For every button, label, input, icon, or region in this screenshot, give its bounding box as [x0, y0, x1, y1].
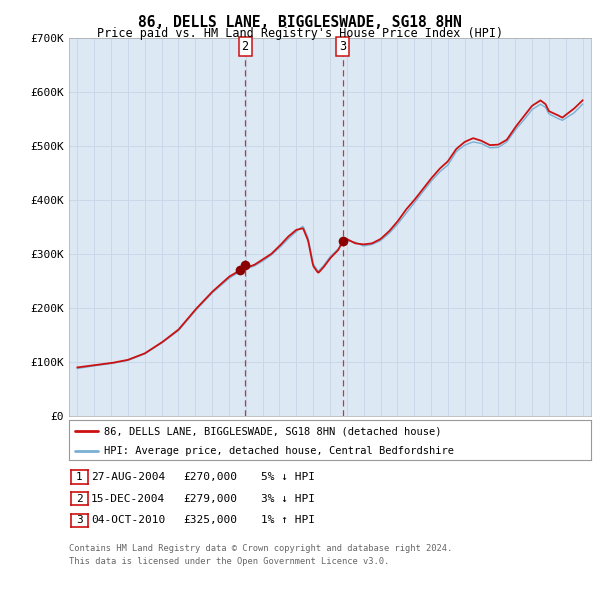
Text: 86, DELLS LANE, BIGGLESWADE, SG18 8HN: 86, DELLS LANE, BIGGLESWADE, SG18 8HN: [138, 15, 462, 30]
Text: 3% ↓ HPI: 3% ↓ HPI: [261, 494, 315, 503]
Text: 86, DELLS LANE, BIGGLESWADE, SG18 8HN (detached house): 86, DELLS LANE, BIGGLESWADE, SG18 8HN (d…: [104, 427, 442, 437]
Text: £270,000: £270,000: [183, 472, 237, 481]
Text: 3: 3: [76, 516, 83, 525]
Text: £325,000: £325,000: [183, 516, 237, 525]
Text: 27-AUG-2004: 27-AUG-2004: [91, 472, 166, 481]
Text: 1: 1: [76, 472, 83, 481]
Text: 2: 2: [76, 494, 83, 503]
Text: 1% ↑ HPI: 1% ↑ HPI: [261, 516, 315, 525]
Text: £279,000: £279,000: [183, 494, 237, 503]
Text: 5% ↓ HPI: 5% ↓ HPI: [261, 472, 315, 481]
Text: 04-OCT-2010: 04-OCT-2010: [91, 516, 166, 525]
Text: 15-DEC-2004: 15-DEC-2004: [91, 494, 166, 503]
Text: HPI: Average price, detached house, Central Bedfordshire: HPI: Average price, detached house, Cent…: [104, 447, 454, 457]
Text: Contains HM Land Registry data © Crown copyright and database right 2024.: Contains HM Land Registry data © Crown c…: [69, 545, 452, 553]
Text: Price paid vs. HM Land Registry's House Price Index (HPI): Price paid vs. HM Land Registry's House …: [97, 27, 503, 40]
Text: This data is licensed under the Open Government Licence v3.0.: This data is licensed under the Open Gov…: [69, 558, 389, 566]
Text: 2: 2: [242, 40, 248, 53]
Text: 3: 3: [339, 40, 346, 53]
